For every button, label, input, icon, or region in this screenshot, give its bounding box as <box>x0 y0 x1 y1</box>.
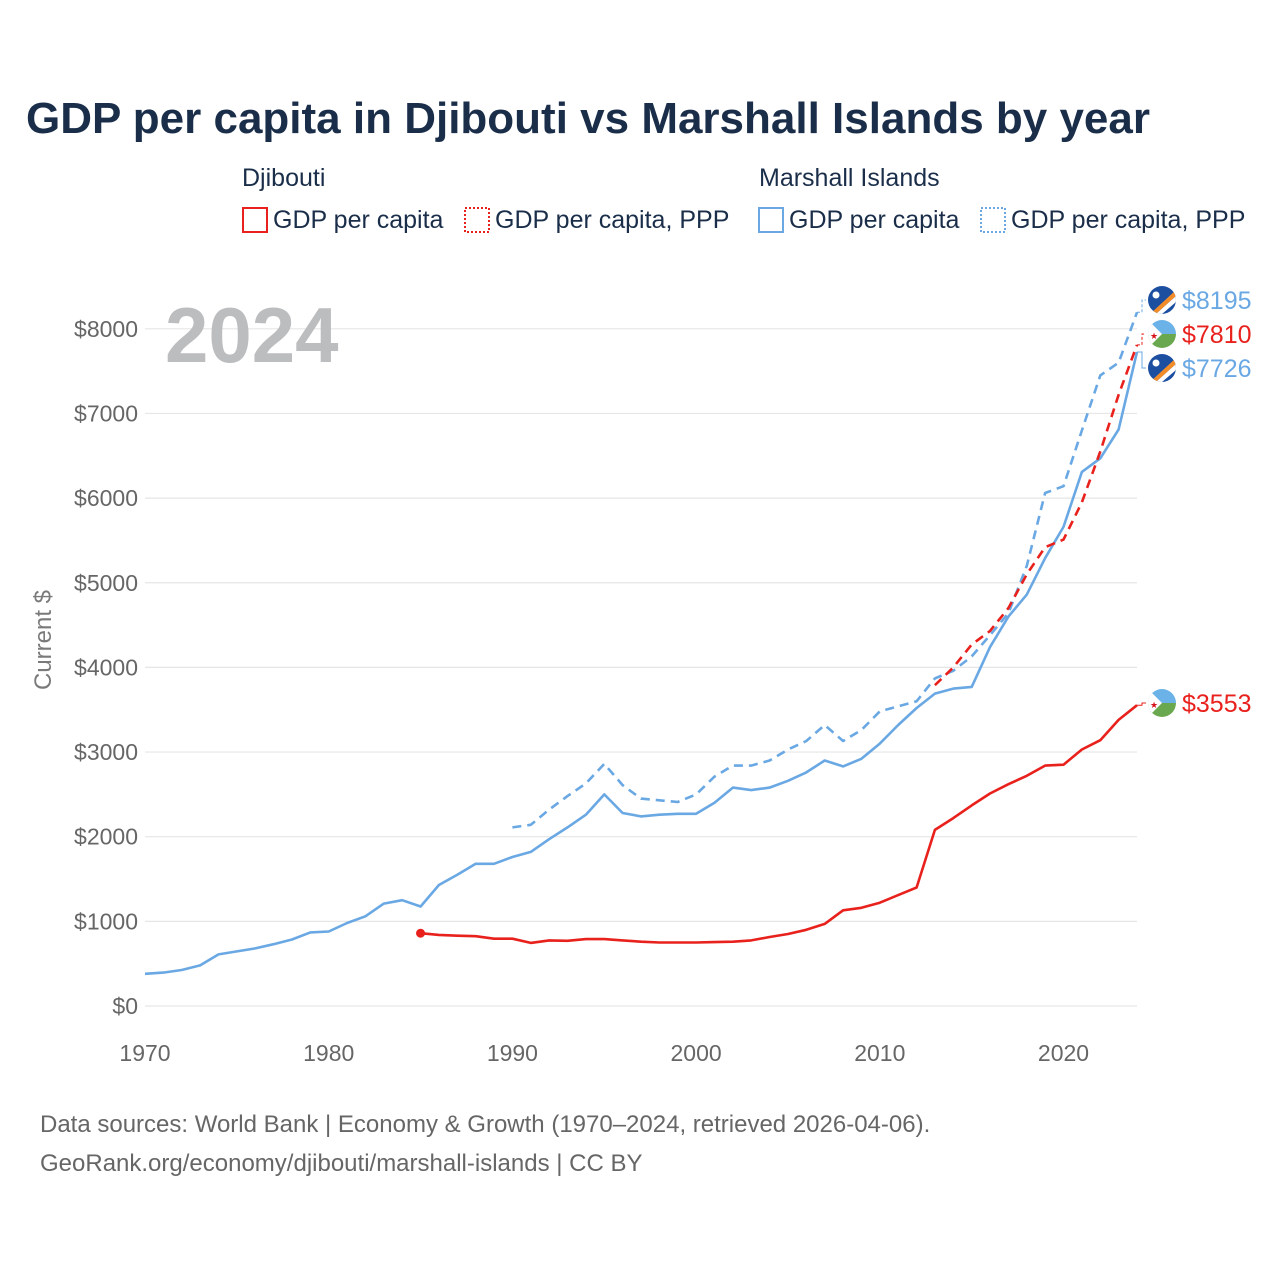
y-tick-label: $8000 <box>74 316 138 342</box>
series-line[interactable] <box>933 344 1139 687</box>
x-tick-label: 2000 <box>671 1040 722 1066</box>
end-value-label: $3553 <box>1182 690 1252 718</box>
legend-label-djibouti-gdp[interactable]: GDP per capita <box>273 206 444 234</box>
x-tick-label: 1980 <box>303 1040 354 1066</box>
djibouti-flag-icon: ★ <box>1148 689 1176 717</box>
legend-label-djibouti-ppp[interactable]: GDP per capita, PPP <box>495 206 729 234</box>
y-tick-label: $4000 <box>74 654 138 680</box>
y-tick-label: $2000 <box>74 824 138 850</box>
year-watermark: 2024 <box>165 291 339 379</box>
end-connector <box>1137 702 1146 706</box>
legend-swatch-djibouti-gdp[interactable] <box>242 207 268 233</box>
end-connector <box>1137 333 1146 346</box>
y-tick-label: $5000 <box>74 570 138 596</box>
legend-swatch-djibouti-ppp[interactable] <box>464 207 490 233</box>
end-value-label: $7810 <box>1182 321 1252 349</box>
legend-swatch-marshall-ppp[interactable] <box>980 207 1006 233</box>
legend-group-marshall: Marshall Islands <box>759 164 940 192</box>
series-line[interactable] <box>144 351 1139 976</box>
end-connector <box>1137 299 1146 313</box>
grid <box>145 328 1137 1007</box>
djibouti-flag-icon: ★ <box>1148 320 1176 348</box>
legend-label-marshall-ppp[interactable]: GDP per capita, PPP <box>1011 206 1245 234</box>
end-labels: $8195 $7726 $7810 $3553 <box>1182 287 1252 718</box>
legend: Djibouti Marshall Islands GDP per capita… <box>242 164 1245 234</box>
footer-link[interactable]: GeoRank.org/economy/djibouti/marshall-is… <box>40 1150 643 1177</box>
series-lines <box>144 299 1146 976</box>
marshall-flag-icon <box>1148 286 1176 314</box>
legend-group-djibouti: Djibouti <box>242 164 325 192</box>
svg-text:★: ★ <box>1150 332 1158 342</box>
y-tick-label: $7000 <box>74 400 138 426</box>
y-tick-label: $3000 <box>74 739 138 765</box>
chart-title: GDP per capita in Djibouti vs Marshall I… <box>26 94 1150 143</box>
y-tick-label: $6000 <box>74 485 138 511</box>
legend-swatch-marshall-gdp[interactable] <box>758 207 784 233</box>
y-axis-ticks: $0 $1000 $2000 $3000 $4000 $5000 $6000 $7000 $80… <box>74 316 138 1019</box>
x-axis-ticks: 1970 1980 1990 2000 2010 2020 <box>119 1040 1089 1066</box>
svg-text:★: ★ <box>1150 701 1158 711</box>
legend-label-marshall-gdp[interactable]: GDP per capita <box>789 206 960 234</box>
y-axis-label: Current $ <box>30 590 57 690</box>
x-tick-label: 1970 <box>119 1040 170 1066</box>
end-connector <box>1137 351 1146 369</box>
series-start-point <box>416 928 426 938</box>
series-line[interactable] <box>420 704 1138 945</box>
footer-sources: Data sources: World Bank | Economy & Gro… <box>40 1111 930 1138</box>
x-tick-label: 1990 <box>487 1040 538 1066</box>
marshall-flag-icon <box>1148 354 1176 382</box>
x-tick-label: 2020 <box>1038 1040 1089 1066</box>
end-value-label: $8195 <box>1182 287 1252 315</box>
y-tick-label: $0 <box>112 993 138 1019</box>
end-value-label: $7726 <box>1182 355 1252 383</box>
y-tick-label: $1000 <box>74 908 138 934</box>
x-tick-label: 2010 <box>854 1040 905 1066</box>
